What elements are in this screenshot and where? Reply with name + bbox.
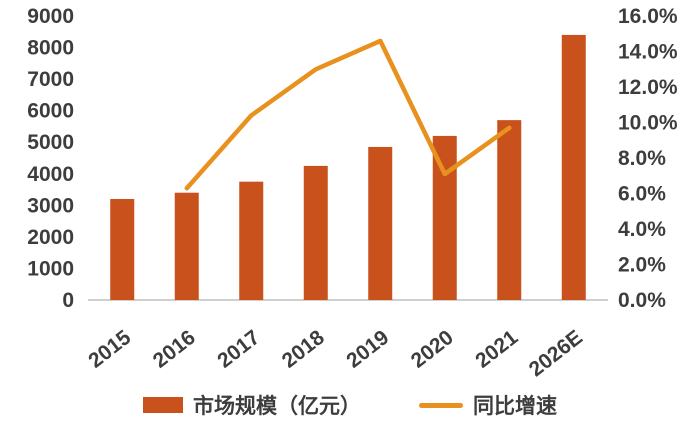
- legend-item-market-scale: 市场规模（亿元）: [143, 390, 361, 420]
- left-axis-tick-label: 5000: [27, 131, 74, 154]
- right-axis-tick-label: 10.0%: [618, 112, 678, 135]
- x-tick-label-2018: 2018: [278, 326, 329, 373]
- left-axis-tick-label: 2000: [27, 226, 74, 249]
- bar-2018: [303, 165, 328, 300]
- right-axis-tick-label: 4.0%: [618, 218, 666, 241]
- legend-label-market-scale: 市场规模（亿元）: [193, 395, 361, 418]
- x-tick-label-2026E: 2026E: [525, 326, 587, 382]
- right-axis-tick-label: 8.0%: [618, 147, 666, 170]
- x-tick-label-2021: 2021: [471, 326, 522, 373]
- combo-chart: 0 1000 2000 3000 4000 5000 6000 7000 8000 9000 0.0…: [27, 5, 678, 382]
- x-tick-label-2020: 2020: [407, 326, 458, 373]
- x-tick-label-2017: 2017: [213, 326, 264, 373]
- x-tick-label-2019: 2019: [342, 326, 393, 373]
- bar-2016: [174, 192, 199, 300]
- x-tick-label-2016: 2016: [149, 326, 200, 373]
- legend-item-growth-rate: 同比增速: [419, 390, 557, 420]
- right-axis-tick-label: 12.0%: [618, 76, 678, 99]
- line-series-swatch: [419, 402, 463, 408]
- bar-2020: [432, 135, 457, 300]
- left-axis-tick-label: 9000: [27, 5, 74, 28]
- right-axis-tick-label: 14.0%: [618, 41, 678, 64]
- bar-2017: [239, 181, 264, 300]
- left-axis-tick-label: 4000: [27, 163, 74, 186]
- x-tick-label-2015: 2015: [84, 326, 135, 373]
- right-axis-tick-label: 16.0%: [618, 5, 678, 28]
- chart-legend: 市场规模（亿元） 同比增速: [0, 390, 700, 420]
- legend-label-growth-rate: 同比增速: [473, 395, 557, 418]
- left-axis-tick-label: 1000: [27, 257, 74, 280]
- bar-2015: [110, 199, 135, 300]
- left-axis-tick-label: 8000: [27, 37, 74, 60]
- growth-rate-line: [184, 38, 512, 191]
- bar-2026E: [561, 34, 586, 300]
- left-axis-tick-label: 7000: [27, 68, 74, 91]
- right-axis-tick-label: 2.0%: [618, 254, 666, 277]
- left-axis-tick-label: 3000: [27, 194, 74, 217]
- right-axis-tick-label: 0.0%: [618, 289, 666, 312]
- bar-series-swatch: [143, 397, 183, 413]
- bar-2021: [497, 120, 522, 300]
- bar-2019: [368, 146, 393, 300]
- left-axis-tick-label: 0: [62, 289, 74, 312]
- left-axis-tick-label: 6000: [27, 100, 74, 123]
- right-axis-tick-label: 6.0%: [618, 183, 666, 206]
